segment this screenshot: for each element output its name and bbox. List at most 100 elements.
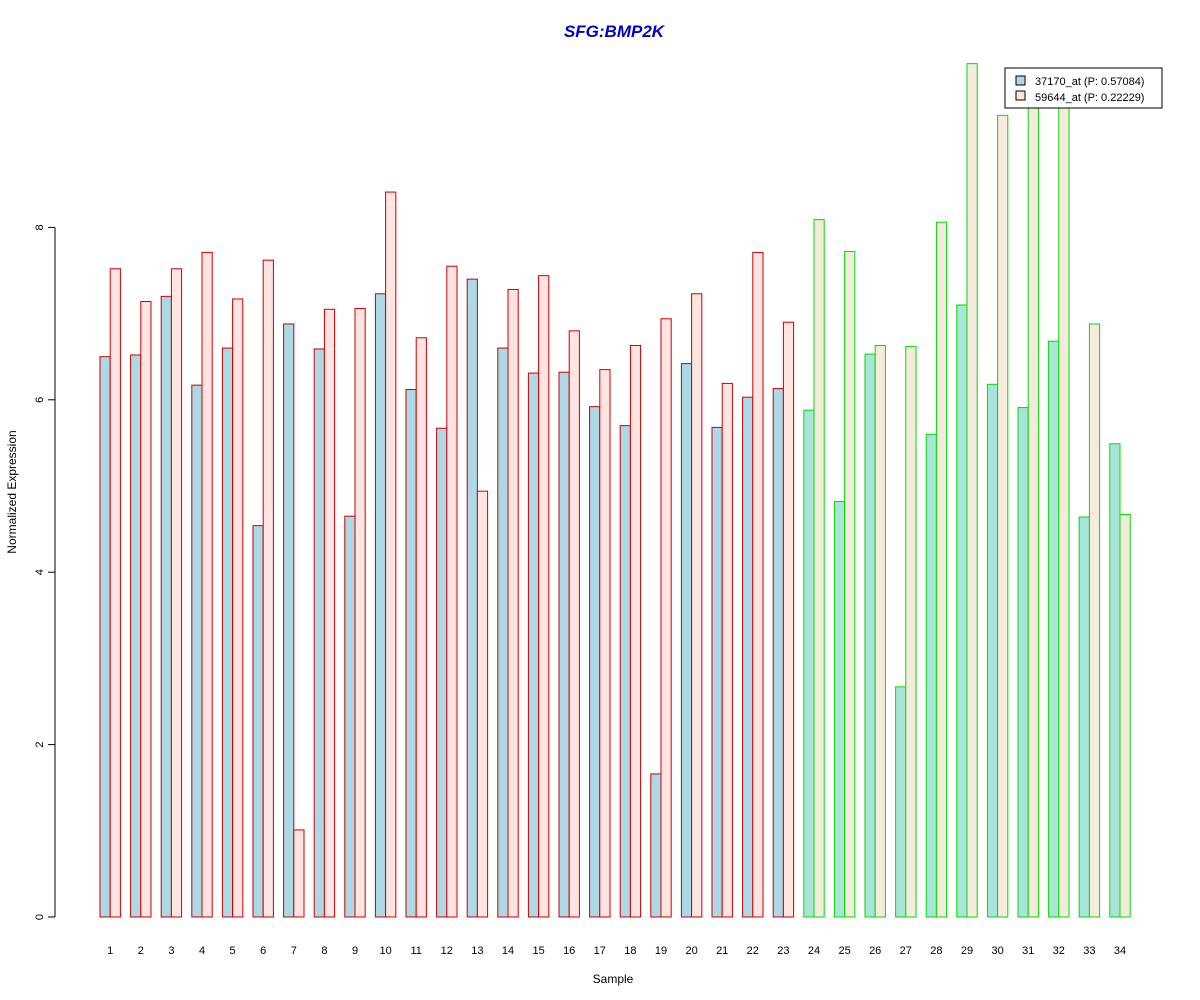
bar-series-2	[232, 298, 244, 918]
bar-series-1	[956, 304, 968, 918]
bar-series-2	[844, 251, 856, 918]
bar-series-1	[313, 348, 325, 918]
bar-series-2	[1119, 513, 1131, 918]
x-tick-label: 25	[838, 945, 850, 957]
bar-series-2	[1058, 106, 1070, 918]
bar-series-1	[650, 773, 662, 918]
x-tick-label: 6	[260, 945, 266, 957]
x-tick-label: 18	[624, 945, 636, 957]
y-axis: 0 2 4 6 8	[34, 224, 56, 920]
x-tick-label: 3	[168, 945, 174, 957]
x-tick-label: 15	[532, 945, 544, 957]
x-tick-label: 1	[107, 945, 113, 957]
bar-series-1	[772, 388, 784, 918]
bar-series-2	[354, 307, 366, 918]
legend-label-series-1: 37170_at (P: 0.57084)	[1035, 76, 1144, 88]
x-tick-label: 10	[379, 945, 391, 957]
x-tick-label: 16	[563, 945, 575, 957]
legend-label-series-2: 59644_at (P: 0.22229)	[1035, 92, 1144, 104]
x-tick-label: 33	[1083, 945, 1095, 957]
bar-series-2	[262, 259, 274, 918]
x-tick-label: 30	[991, 945, 1003, 957]
x-tick-label: 29	[961, 945, 973, 957]
bar-series-2	[109, 268, 121, 918]
bar-series-2	[1088, 323, 1101, 918]
bar-series-1	[405, 388, 417, 918]
y-tick-label: 2	[34, 742, 46, 748]
x-tick-label: 8	[321, 945, 327, 957]
bar-series-1	[803, 409, 815, 918]
legend: 37170_at (P: 0.57084) 59644_at (P: 0.222…	[1004, 67, 1163, 109]
bar-series-2	[966, 63, 978, 918]
bar-series-1	[160, 295, 172, 918]
x-tick-label: 22	[747, 945, 759, 957]
bar-series-1	[221, 347, 234, 918]
bar-series-2	[721, 382, 733, 918]
x-tick-label: 28	[930, 945, 942, 957]
bar-series-1	[252, 525, 264, 918]
x-tick-label: 9	[352, 945, 358, 957]
x-tick-label: 13	[471, 945, 483, 957]
x-tick-label: 34	[1114, 945, 1126, 957]
bar-series-1	[130, 354, 142, 918]
chart-title: SFG:BMP2K	[564, 22, 666, 41]
bar-series-2	[660, 318, 672, 918]
bar-series-2	[691, 293, 703, 918]
bar-series-1	[558, 371, 570, 918]
legend-box	[1004, 67, 1163, 109]
bar-series-1	[925, 433, 937, 918]
x-tick-label: 5	[230, 945, 236, 957]
bar-series-2	[782, 321, 795, 918]
x-tick-label: 7	[291, 945, 297, 957]
bar-series-1	[527, 372, 540, 918]
x-axis-title: Sample	[593, 972, 634, 986]
bar-series-1	[191, 384, 203, 918]
bar-series-1	[589, 406, 601, 918]
bar-series-2	[905, 345, 917, 918]
bar-series-2	[629, 344, 642, 918]
bar-series-1	[742, 396, 754, 918]
bar-series-1	[680, 363, 693, 918]
bar-series-2	[415, 337, 427, 918]
bar-series-2	[935, 221, 948, 918]
bar-series-1	[1017, 407, 1029, 918]
y-tick-label: 0	[34, 914, 46, 920]
bar-series-2	[476, 490, 489, 918]
bar-series-2	[323, 308, 336, 918]
x-tick-label: 11	[410, 945, 421, 957]
bar-series-2	[201, 251, 213, 918]
x-tick-label: 24	[808, 945, 820, 957]
bar-series-1	[895, 686, 907, 918]
bar-series-2	[874, 344, 886, 918]
bar-series-2	[140, 301, 152, 918]
bar-series-1	[864, 353, 876, 918]
bar-series-1	[466, 278, 478, 918]
bar-series-2	[446, 265, 458, 918]
x-tick-label: 27	[900, 945, 912, 957]
bar-series-2	[1027, 106, 1039, 918]
x-tick-label: 17	[594, 945, 606, 957]
x-tick-label: 12	[441, 945, 453, 957]
bar-series-1	[619, 425, 631, 918]
y-tick-label: 4	[34, 569, 46, 575]
bars-group	[99, 63, 1131, 918]
x-tick-label: 31	[1022, 945, 1034, 957]
x-tick-label: 32	[1053, 945, 1065, 957]
bar-series-2	[385, 191, 397, 918]
legend-swatch-series-2	[1015, 90, 1026, 101]
bar-series-2	[813, 219, 825, 918]
bar-series-2	[599, 369, 611, 918]
x-axis-tick-labels: 1 2 3 4 5 6 7 8 9 10 11 12 13 14 15 16 17 18 19 20 21 22 23 24 2…	[107, 945, 1126, 957]
legend-swatch-series-1	[1015, 75, 1026, 86]
bar-series-2	[293, 829, 305, 918]
y-axis-title: Normalized Expression	[5, 430, 19, 553]
x-tick-label: 21	[716, 945, 728, 957]
bar-series-2	[997, 114, 1009, 918]
bar-series-2	[170, 268, 183, 918]
bar-series-1	[1109, 443, 1121, 918]
bar-series-1	[99, 356, 111, 918]
x-tick-label: 19	[655, 945, 667, 957]
bar-series-2	[752, 251, 764, 918]
bar-series-1	[1048, 340, 1060, 918]
